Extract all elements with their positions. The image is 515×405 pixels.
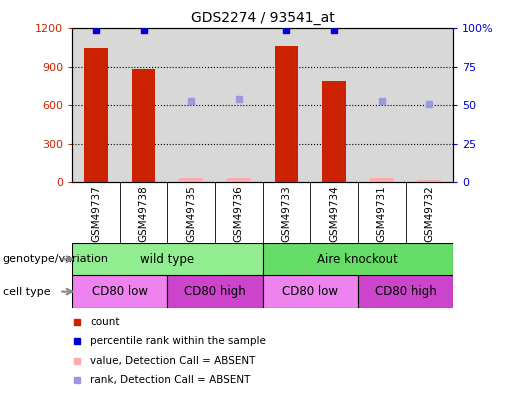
Bar <box>274 46 298 182</box>
Text: GSM49734: GSM49734 <box>329 185 339 242</box>
Text: genotype/variation: genotype/variation <box>3 254 109 264</box>
Text: wild type: wild type <box>140 253 195 266</box>
Bar <box>227 178 251 182</box>
Text: count: count <box>90 317 119 327</box>
Text: GSM49735: GSM49735 <box>186 185 196 242</box>
Text: GSM49738: GSM49738 <box>139 185 148 242</box>
Bar <box>263 243 453 275</box>
Text: cell type: cell type <box>3 287 50 296</box>
Title: GDS2274 / 93541_at: GDS2274 / 93541_at <box>191 11 335 25</box>
Text: rank, Detection Call = ABSENT: rank, Detection Call = ABSENT <box>90 375 250 385</box>
Bar <box>132 69 156 182</box>
Text: GSM49732: GSM49732 <box>424 185 434 242</box>
Bar <box>167 275 263 308</box>
Text: GSM49737: GSM49737 <box>91 185 101 242</box>
Text: value, Detection Call = ABSENT: value, Detection Call = ABSENT <box>90 356 255 366</box>
Bar <box>179 178 203 182</box>
Text: percentile rank within the sample: percentile rank within the sample <box>90 337 266 346</box>
Bar <box>418 180 441 182</box>
Bar <box>72 243 263 275</box>
Text: GSM49731: GSM49731 <box>377 185 387 242</box>
Text: CD80 high: CD80 high <box>184 285 246 298</box>
Text: CD80 low: CD80 low <box>92 285 148 298</box>
Bar <box>84 47 108 182</box>
Text: GSM49736: GSM49736 <box>234 185 244 242</box>
Bar <box>72 275 167 308</box>
Text: GSM49733: GSM49733 <box>282 185 291 242</box>
Text: CD80 high: CD80 high <box>375 285 436 298</box>
Bar <box>358 275 453 308</box>
Bar <box>263 275 358 308</box>
Text: Aire knockout: Aire knockout <box>317 253 399 266</box>
Bar <box>322 81 346 182</box>
Text: CD80 low: CD80 low <box>282 285 338 298</box>
Bar <box>370 178 393 182</box>
